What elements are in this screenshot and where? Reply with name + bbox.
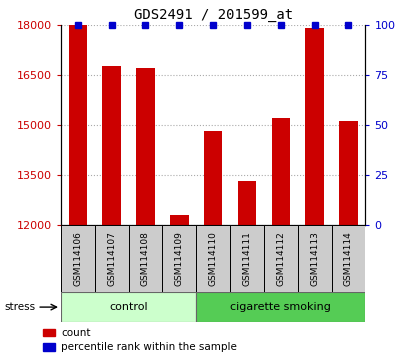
Bar (61, 292, 196, 322)
Text: GSM114113: GSM114113 (310, 231, 319, 286)
Text: GSM114110: GSM114110 (209, 231, 218, 286)
Bar (204, 131, 223, 225)
Bar (196, 225, 230, 292)
Bar (339, 121, 358, 225)
Bar (170, 215, 189, 225)
Bar (129, 225, 163, 292)
Text: GSM114106: GSM114106 (74, 231, 82, 286)
Text: GSM114107: GSM114107 (107, 231, 116, 286)
Text: stress: stress (4, 302, 35, 312)
Bar (102, 67, 121, 225)
Text: GSM114112: GSM114112 (276, 231, 285, 286)
Text: GSM114109: GSM114109 (175, 231, 184, 286)
Text: control: control (109, 302, 148, 312)
Title: GDS2491 / 201599_at: GDS2491 / 201599_at (134, 8, 293, 22)
Bar (136, 68, 155, 225)
Bar (43, 329, 55, 336)
Text: GSM114111: GSM114111 (242, 231, 252, 286)
Bar (305, 28, 324, 225)
Text: count: count (61, 328, 91, 338)
Bar (238, 182, 256, 225)
Text: GSM114108: GSM114108 (141, 231, 150, 286)
Bar (264, 225, 298, 292)
Bar (163, 225, 196, 292)
Text: percentile rank within the sample: percentile rank within the sample (61, 342, 237, 352)
Bar (230, 225, 264, 292)
Bar (95, 225, 129, 292)
Text: GSM114114: GSM114114 (344, 231, 353, 286)
Bar (61, 225, 95, 292)
Bar (43, 343, 55, 351)
Text: cigarette smoking: cigarette smoking (231, 302, 331, 312)
Bar (298, 225, 331, 292)
Bar (271, 118, 290, 225)
Bar (331, 225, 365, 292)
Bar (68, 25, 87, 225)
Bar (196, 292, 365, 322)
